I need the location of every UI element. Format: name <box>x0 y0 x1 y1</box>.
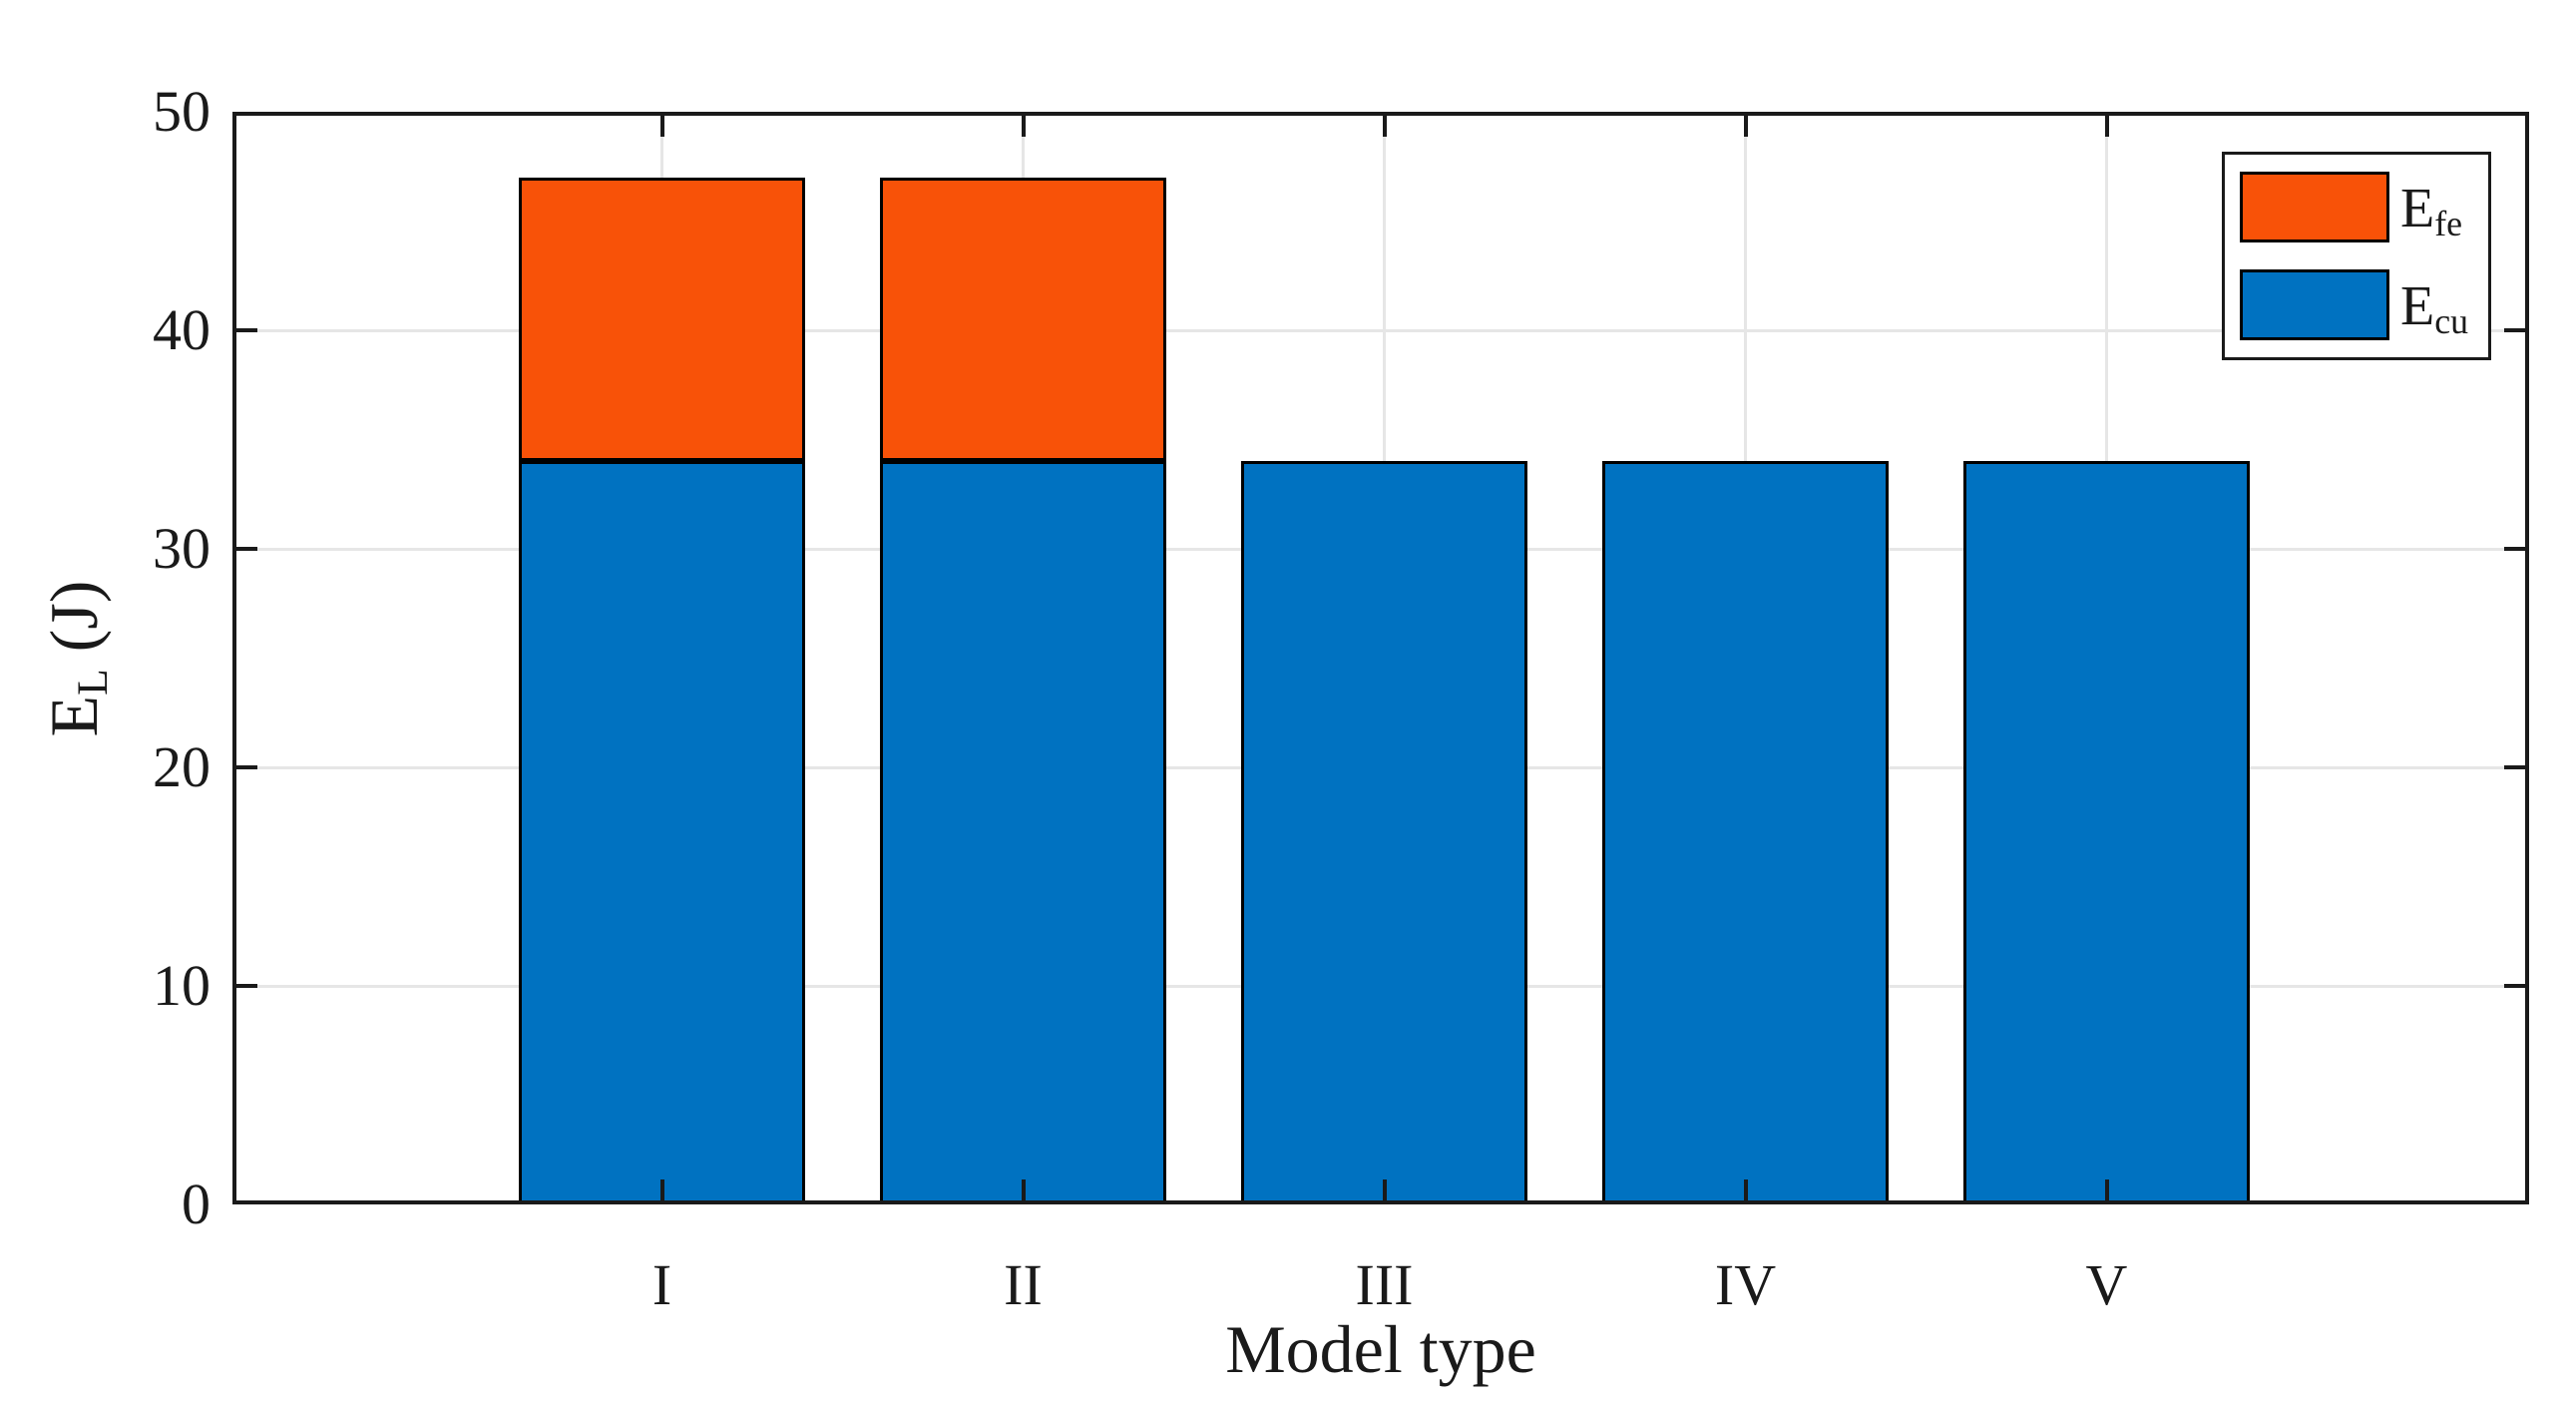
legend-label-Efe-main: E <box>2400 178 2435 239</box>
y-tick-label-30: 30 <box>153 516 211 581</box>
y-tick-label-0: 0 <box>182 1172 211 1236</box>
y-axis-label-rest: (J) <box>36 580 112 670</box>
legend-entry-Efe: Efe <box>2240 172 2462 251</box>
x-tick-label-I: I <box>651 1252 672 1317</box>
x-tick-label-II: II <box>1004 1252 1043 1317</box>
y-axis-label: EL (J) <box>34 454 118 863</box>
tick-right-30 <box>2504 547 2529 551</box>
x-tick-label-IV: IV <box>1714 1252 1777 1317</box>
bar-segment-II-E_cu <box>880 461 1166 1204</box>
tick-left-20 <box>232 765 257 769</box>
tick-bottom-III <box>1382 1179 1387 1204</box>
tick-bottom-II <box>1021 1179 1026 1204</box>
bar-segment-V-E_cu <box>1963 461 2250 1204</box>
tick-right-10 <box>2504 984 2529 988</box>
gridline-y-40 <box>232 328 2529 332</box>
tick-left-30 <box>232 547 257 551</box>
tick-top-IV <box>1743 112 1748 137</box>
tick-top-III <box>1382 112 1387 137</box>
y-axis-label-main: E <box>36 695 112 737</box>
legend-label-Ecu: Ecu <box>2400 269 2468 349</box>
y-tick-label-20: 20 <box>153 734 211 799</box>
y-tick-label-50: 50 <box>153 79 211 144</box>
y-tick-label-10: 10 <box>153 953 211 1018</box>
legend: Efe Ecu <box>2222 152 2491 360</box>
plot-area: Efe Ecu <box>232 112 2529 1204</box>
x-axis-label: Model type <box>982 1309 1780 1389</box>
tick-right-20 <box>2504 765 2529 769</box>
legend-label-Ecu-main: E <box>2400 275 2435 337</box>
bar-segment-III-E_cu <box>1241 461 1527 1204</box>
x-tick-label-III: III <box>1355 1252 1414 1317</box>
legend-swatch-Ecu <box>2240 269 2389 340</box>
legend-label-Efe-sub: fe <box>2434 203 2463 243</box>
legend-swatch-Efe <box>2240 172 2389 242</box>
tick-bottom-IV <box>1743 1179 1748 1204</box>
bar-segment-IV-E_cu <box>1602 461 1889 1204</box>
tick-left-10 <box>232 984 257 988</box>
legend-entry-Ecu: Ecu <box>2240 269 2468 349</box>
ticks-layer <box>232 112 2529 1204</box>
bar-segment-II-E_fe <box>880 177 1166 462</box>
tick-top-I <box>659 112 664 137</box>
y-axis-label-sub: L <box>69 669 118 696</box>
bar-segment-I-E_fe <box>519 177 805 462</box>
bars-layer <box>232 112 2529 1204</box>
tick-right-40 <box>2504 328 2529 332</box>
tick-top-V <box>2104 112 2109 137</box>
tick-bottom-I <box>659 1179 664 1204</box>
y-tick-label-40: 40 <box>153 297 211 362</box>
tick-top-II <box>1021 112 1026 137</box>
x-tick-label-V: V <box>2085 1252 2128 1317</box>
tick-left-40 <box>232 328 257 332</box>
legend-label-Ecu-sub: cu <box>2434 300 2469 341</box>
tick-bottom-V <box>2104 1179 2109 1204</box>
legend-label-Efe: Efe <box>2400 172 2462 251</box>
bar-segment-I-E_cu <box>519 461 805 1204</box>
x-axis-label-text: Model type <box>1225 1311 1536 1387</box>
